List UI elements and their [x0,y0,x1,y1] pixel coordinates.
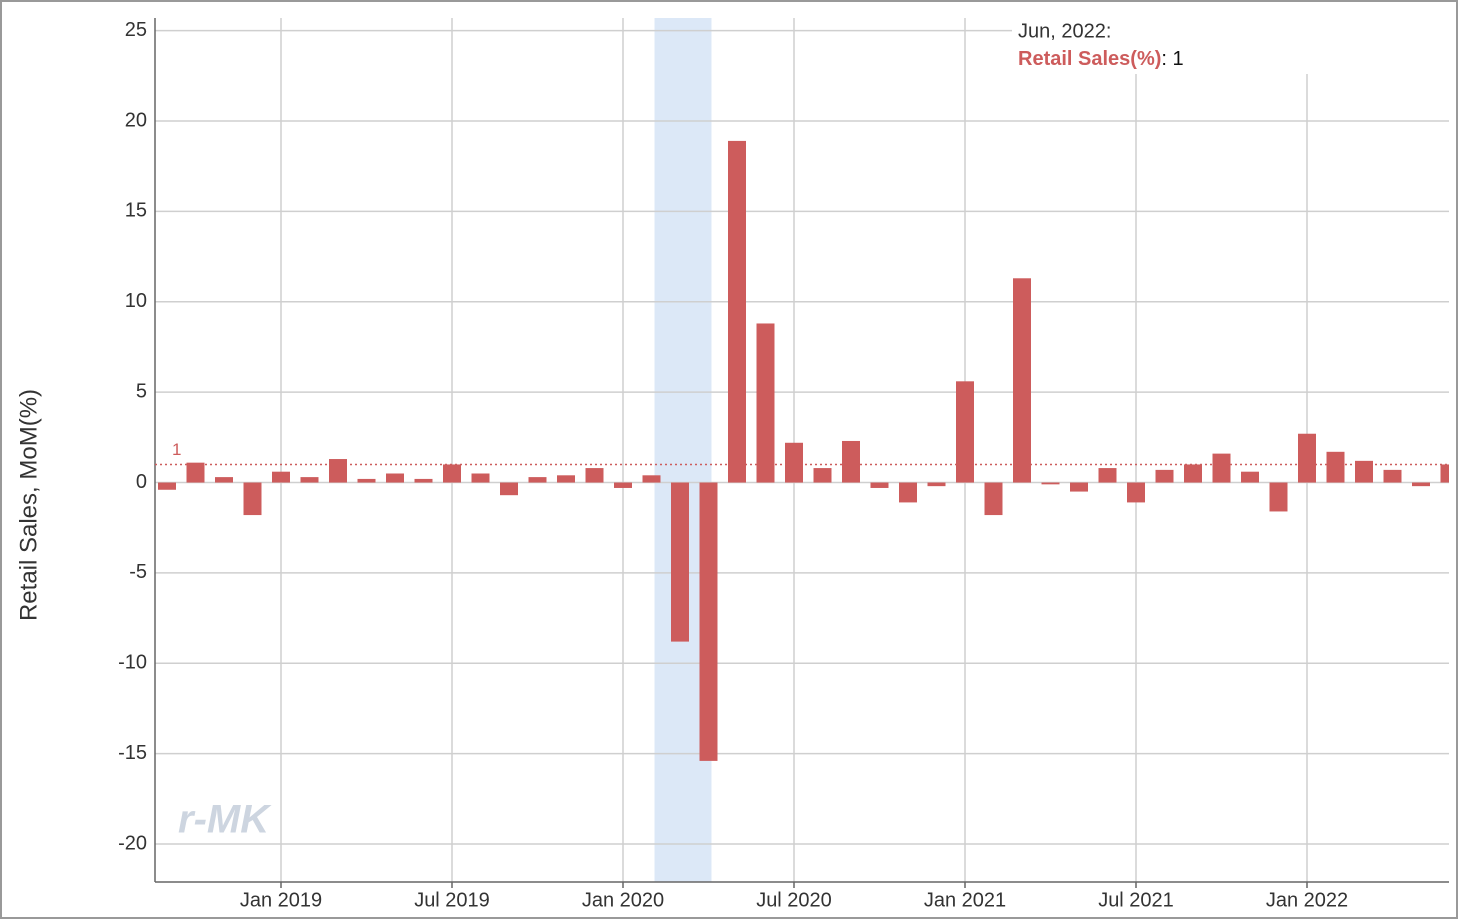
bar [471,473,490,483]
x-tick-label: Jul 2019 [414,889,490,911]
y-tick-label: -20 [118,832,147,854]
bar [500,482,518,496]
bar [158,482,176,490]
y-tick-label: -5 [129,561,147,583]
bar [414,478,433,483]
x-tick-label: Jan 2021 [924,889,1006,911]
bar [1440,464,1449,483]
x-tick-label: Jul 2020 [756,889,832,911]
bar [1412,482,1430,487]
y-tick-label: 5 [136,380,147,402]
x-tick-label: Jul 2021 [1098,889,1174,911]
bar [1383,469,1402,483]
bar [813,468,832,483]
bar [215,477,233,483]
tooltip-box [1012,18,1449,74]
bar [642,475,661,483]
y-tick-label: 15 [125,200,147,222]
bar [984,482,1003,516]
bar [243,482,262,516]
bar [1326,451,1345,483]
bar [927,482,946,487]
bar [528,477,547,483]
tooltip-value: 1 [1173,48,1184,70]
bar [557,475,575,483]
y-tick-label: 0 [136,471,147,493]
bar [1041,482,1060,485]
bar [1184,464,1202,483]
y-tick-label: 20 [125,109,147,131]
bar [899,482,917,503]
bar [728,140,746,483]
x-tick-label: Jan 2020 [582,889,664,911]
bar [329,459,347,483]
x-tick-label: Jan 2022 [1266,889,1348,911]
bar [443,464,461,483]
tooltip-separator: : [1161,48,1172,70]
bar [1070,482,1088,492]
bar [1098,468,1117,483]
y-tick-label: 10 [125,290,147,312]
bar [272,471,290,483]
bar [614,482,632,488]
tooltip-value: Retail Sales(%): 1 [1018,48,1184,70]
bar [785,442,803,483]
bar [1155,469,1174,483]
y-tick-label: -10 [118,652,147,674]
bar [585,468,604,483]
bar [300,477,319,483]
tooltip-series: Retail Sales(%) [1018,48,1161,70]
bar [1298,433,1316,483]
bar [956,381,974,483]
bar [671,482,689,642]
bar [386,473,404,483]
y-tick-label: 25 [125,19,147,41]
bar [1241,471,1259,483]
bar [842,440,860,483]
bar [1127,482,1145,503]
tooltip-date: Jun, 2022: [1018,20,1111,42]
x-tick-label: Jan 2019 [240,889,322,911]
bar [1355,460,1373,483]
bar [870,482,889,488]
bar [699,482,718,761]
y-tick-label: -15 [118,742,147,764]
bar [186,462,205,483]
bar [1013,278,1031,483]
y-axis-title: Retail Sales, MoM(%) [15,389,42,621]
bar [357,478,376,483]
bar [756,323,775,483]
watermark: r-MK [178,798,272,842]
bar [1269,482,1288,512]
bar [1212,453,1231,483]
reference-label: 1 [172,440,181,459]
